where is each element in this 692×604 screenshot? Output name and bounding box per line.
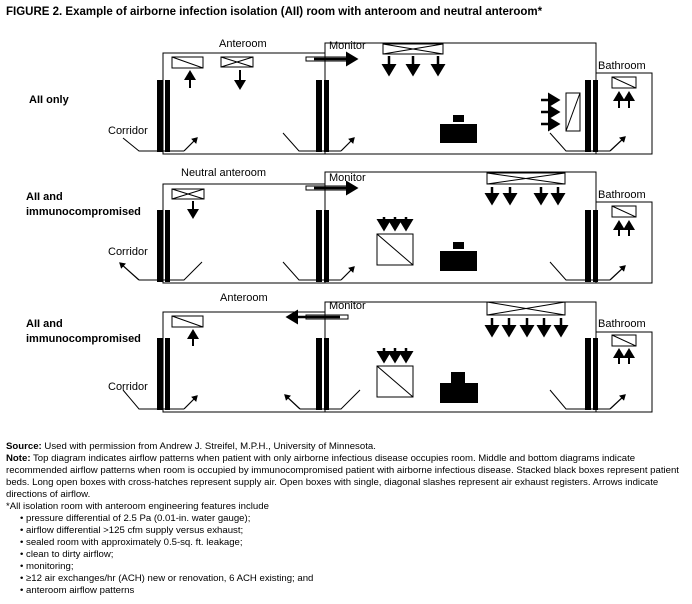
bathroom <box>595 331 653 413</box>
source-text: Used with permission from Andrew J. Stre… <box>41 441 376 452</box>
supply-air-icon <box>382 43 444 55</box>
arrow-icon <box>613 348 635 364</box>
patient-bed-icon <box>440 372 478 403</box>
note-label: Note: <box>6 453 31 464</box>
arrow-icon <box>183 136 626 152</box>
door-swing <box>139 261 610 281</box>
arrow-icon <box>484 318 569 338</box>
arrow-icon <box>381 56 446 77</box>
corridor-label: Corridor <box>108 246 148 258</box>
source-label: Source: <box>6 441 42 452</box>
door-swing <box>122 389 610 410</box>
row-label: AII and <box>26 318 63 330</box>
list-item: anteroom airflow patterns <box>20 585 686 597</box>
bathroom <box>595 72 653 155</box>
row-label: immunocompromised <box>26 333 141 345</box>
diagram-aii-only <box>122 42 653 155</box>
row-label: immunocompromised <box>26 206 141 218</box>
exhaust-register-icon <box>376 233 414 266</box>
anteroom-label: Anteroom <box>220 292 268 304</box>
door-swing <box>122 132 610 152</box>
exhaust-register-icon <box>171 315 204 328</box>
anteroom-label: Neutral anteroom <box>181 167 266 179</box>
supply-air-icon <box>171 188 205 200</box>
footnote: *All isolation room with anteroom engine… <box>6 501 269 512</box>
monitor-label: Monitor <box>329 172 366 184</box>
arrow-icon <box>613 220 635 236</box>
diagram-aii-immunocompromised-neutral <box>119 171 653 284</box>
list-item: sealed room with approximately 0.5-sq. f… <box>20 537 686 549</box>
arrow-icon <box>613 91 635 108</box>
list-item: monitoring; <box>20 561 686 573</box>
exhaust-register-icon <box>376 365 414 398</box>
exhaust-register-icon <box>171 56 204 69</box>
supply-air-icon <box>486 172 566 185</box>
door-icon <box>157 80 598 152</box>
supply-air-icon <box>220 56 254 68</box>
supply-air-icon <box>486 301 566 316</box>
arrow-icon <box>376 217 414 232</box>
row-label: AII and <box>26 191 63 203</box>
door-icon <box>157 338 598 410</box>
arrow-icon <box>541 92 561 132</box>
arrow-icon <box>183 394 626 410</box>
arrow-icon <box>484 187 566 206</box>
anteroom-label: Anteroom <box>219 38 267 50</box>
figure-notes: Source: Used with permission from Andrew… <box>6 441 686 597</box>
monitor-label: Monitor <box>329 300 366 312</box>
bathroom <box>595 201 653 284</box>
list-item: pressure differential of 2.5 Pa (0.01-in… <box>20 513 686 525</box>
source-line: Source: Used with permission from Andrew… <box>6 441 686 453</box>
bathroom-label: Bathroom <box>598 318 646 330</box>
corridor-label: Corridor <box>108 125 148 137</box>
bathroom-label: Bathroom <box>598 189 646 201</box>
list-item: ≥12 air exchanges/hr (ACH) new or renova… <box>20 573 686 585</box>
diagram-aii-immunocompromised-anteroom <box>122 301 653 413</box>
figure-title: FIGURE 2. Example of airborne infection … <box>6 6 543 18</box>
bathroom-label: Bathroom <box>598 60 646 72</box>
list-item: airflow differential >125 cfm supply ver… <box>20 525 686 537</box>
arrow-icon <box>376 348 414 364</box>
corridor-label: Corridor <box>108 381 148 393</box>
note-text: Top diagram indicates airflow patterns w… <box>6 453 679 500</box>
note-line: Note: Top diagram indicates airflow patt… <box>6 453 686 501</box>
monitor-label: Monitor <box>329 40 366 52</box>
exhaust-register-icon <box>611 76 637 89</box>
row-label: AII only <box>29 94 69 106</box>
arrow-icon <box>119 262 626 281</box>
airflow-diagrams <box>119 42 653 413</box>
exhaust-register-icon <box>611 205 637 218</box>
patient-bed-icon <box>440 242 477 271</box>
door-icon <box>157 210 598 282</box>
exhaust-register-icon <box>611 334 637 347</box>
features-list: pressure differential of 2.5 Pa (0.01-in… <box>6 513 686 597</box>
exhaust-register-icon <box>565 92 581 132</box>
list-item: clean to dirty airflow; <box>20 549 686 561</box>
patient-bed-icon <box>440 115 477 143</box>
